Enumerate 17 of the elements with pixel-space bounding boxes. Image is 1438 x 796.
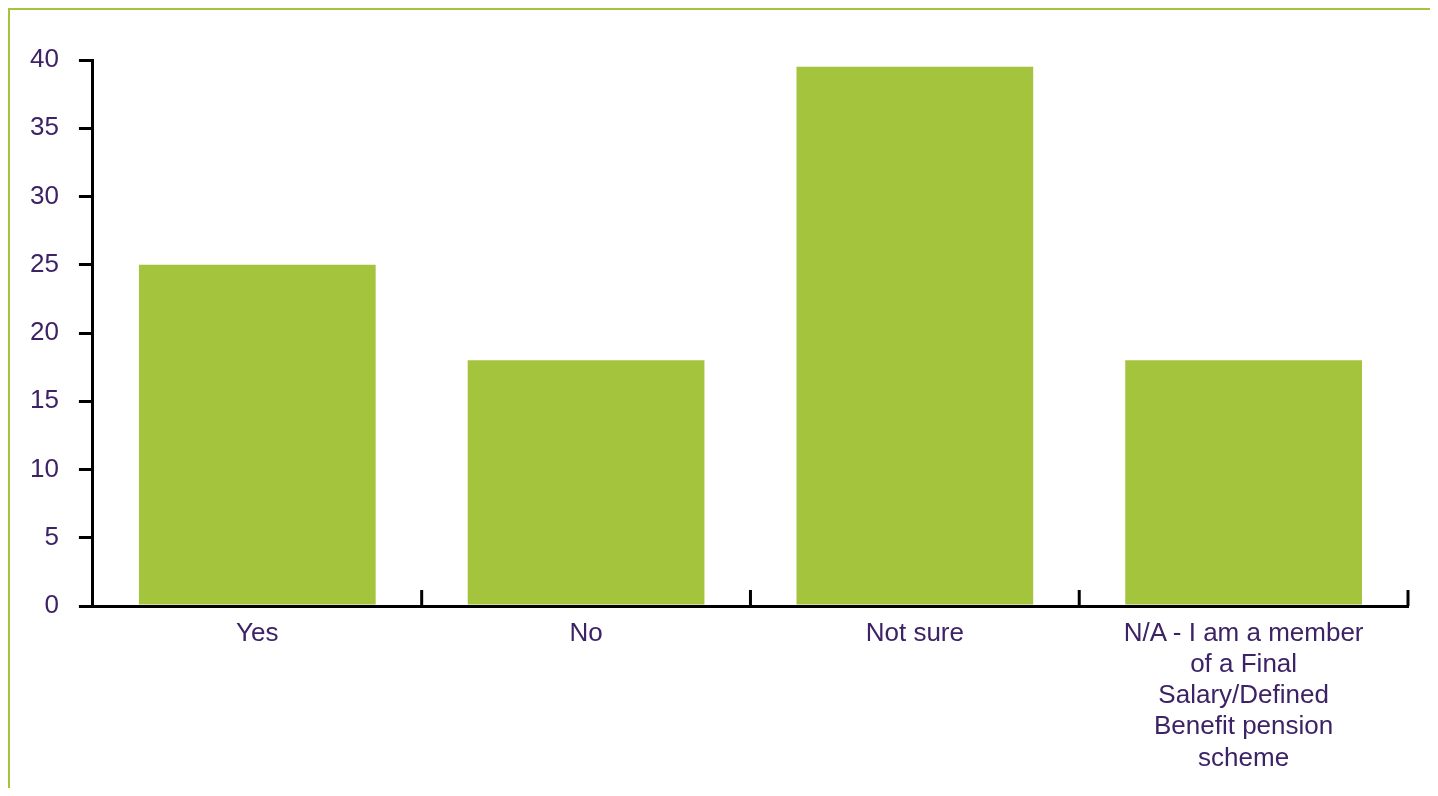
y-tick-label: 35 xyxy=(30,111,59,142)
x-tick-label: No xyxy=(569,616,603,647)
bar xyxy=(467,360,705,605)
y-tick-label: 15 xyxy=(30,384,59,415)
x-tick-label: N/A - I am a member of a Final Salary/Defined Benefit pension scheme xyxy=(1123,616,1364,772)
y-tick-label: 20 xyxy=(30,316,59,347)
x-tick-label: Yes xyxy=(236,616,279,647)
y-tick-label: 25 xyxy=(30,247,59,278)
y-tick-label: 5 xyxy=(44,520,59,551)
bar xyxy=(138,264,376,605)
bar xyxy=(1125,360,1362,605)
y-tick-label: 0 xyxy=(44,589,59,620)
bar xyxy=(796,66,1034,605)
y-tick-label: 10 xyxy=(30,452,59,483)
y-tick-label: 40 xyxy=(30,43,59,74)
x-tick-label: Not sure xyxy=(865,616,964,647)
y-tick-label: 30 xyxy=(30,179,59,210)
